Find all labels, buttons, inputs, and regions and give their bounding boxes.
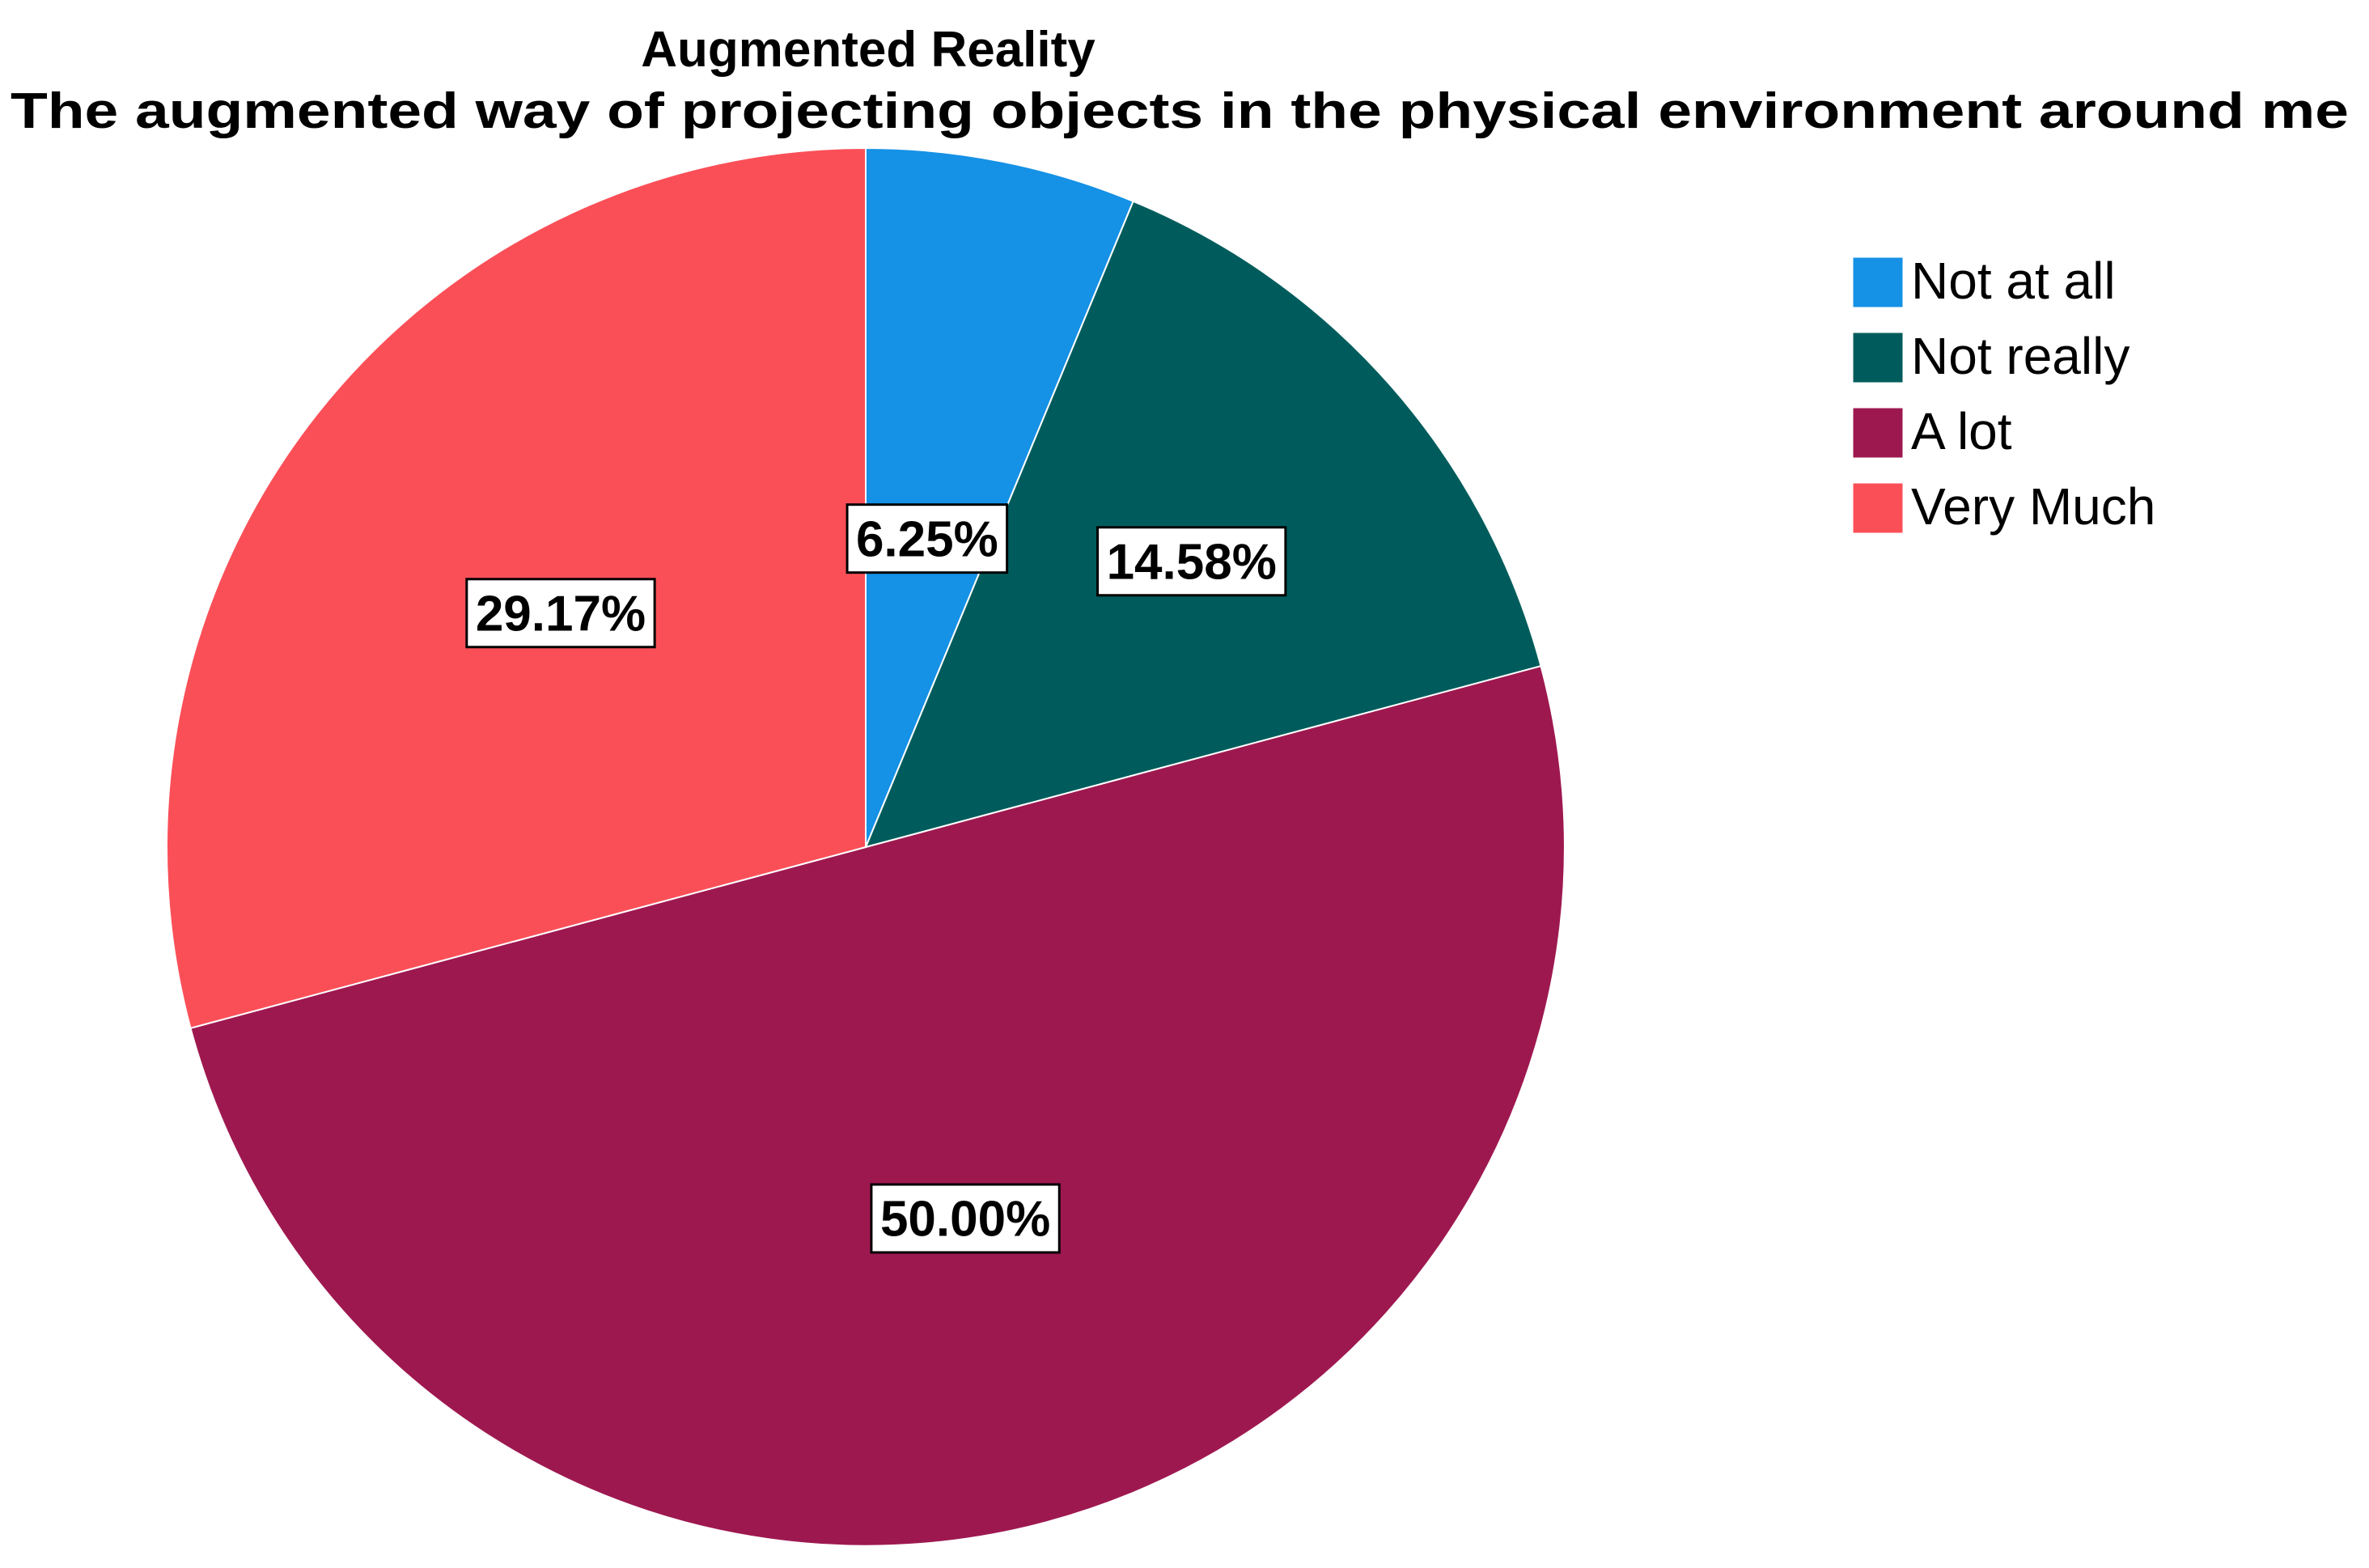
legend-swatch xyxy=(1852,256,1904,308)
chart-title: Augmented Reality xyxy=(641,22,1096,78)
legend-item-a-lot: A lot xyxy=(1852,402,2012,460)
data-label-box xyxy=(845,503,1009,574)
chart-subtitle: The augmented way of projecting objects … xyxy=(11,83,2349,139)
data-label-a-lot: 50.00% xyxy=(870,1183,1061,1254)
legend-item-not-really: Not really xyxy=(1852,327,2130,385)
data-label-value: 50.00% xyxy=(880,1192,1050,1248)
data-label-box xyxy=(870,1183,1061,1254)
pie-slice-not-really xyxy=(864,200,1542,849)
data-label-very-much: 29.17% xyxy=(465,578,656,649)
legend-label: Not really xyxy=(1911,327,2130,385)
pie-slice-not-at-all xyxy=(865,146,1134,848)
legend-swatch xyxy=(1852,482,1904,534)
data-label-value: 29.17% xyxy=(476,586,646,642)
legend-label: Very Much xyxy=(1911,477,2155,536)
legend-swatch xyxy=(1852,332,1904,384)
legend-label: Not at all xyxy=(1911,252,2116,310)
legend-item-not-at-all: Not at all xyxy=(1852,252,2116,310)
chart-legend: Not at all Not really A lot Very Much xyxy=(1852,252,2155,536)
legend-label: A lot xyxy=(1911,402,2012,460)
data-label-not-at-all: 6.25% xyxy=(845,503,1009,574)
legend-item-very-much: Very Much xyxy=(1852,477,2155,536)
data-label-not-really: 14.58% xyxy=(1096,526,1287,597)
data-label-value: 14.58% xyxy=(1107,534,1277,590)
pie-data-labels: 6.25% 14.58% 50.00% 29.17% xyxy=(465,503,1287,1254)
pie-slices xyxy=(166,146,1565,1546)
legend-swatch xyxy=(1852,407,1904,459)
data-label-box xyxy=(465,578,656,649)
data-label-box xyxy=(1096,526,1287,597)
data-label-value: 6.25% xyxy=(856,511,998,567)
pie-slice-a-lot xyxy=(190,666,1564,1546)
